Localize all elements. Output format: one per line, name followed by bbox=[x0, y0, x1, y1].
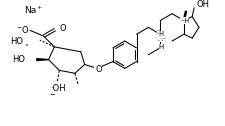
Text: O: O bbox=[95, 65, 101, 74]
Text: ·̈H: ·̈H bbox=[157, 31, 164, 37]
Text: •̲OH: •̲OH bbox=[49, 85, 65, 94]
Text: OH: OH bbox=[195, 0, 208, 9]
Text: HO: HO bbox=[12, 55, 25, 64]
Polygon shape bbox=[37, 59, 48, 61]
Text: HO: HO bbox=[10, 37, 23, 45]
Text: $^{-}$O: $^{-}$O bbox=[16, 24, 29, 35]
Text: H: H bbox=[158, 44, 163, 50]
Text: O: O bbox=[59, 24, 66, 33]
Text: ·OH: ·OH bbox=[50, 84, 66, 93]
Text: +: + bbox=[36, 5, 41, 10]
Text: ·· H: ·· H bbox=[154, 35, 165, 40]
Text: H: H bbox=[157, 36, 162, 42]
Text: ,,: ,, bbox=[25, 40, 29, 46]
Text: O: O bbox=[95, 65, 101, 74]
Text: ··H: ··H bbox=[179, 18, 188, 24]
Text: Na: Na bbox=[24, 6, 36, 15]
